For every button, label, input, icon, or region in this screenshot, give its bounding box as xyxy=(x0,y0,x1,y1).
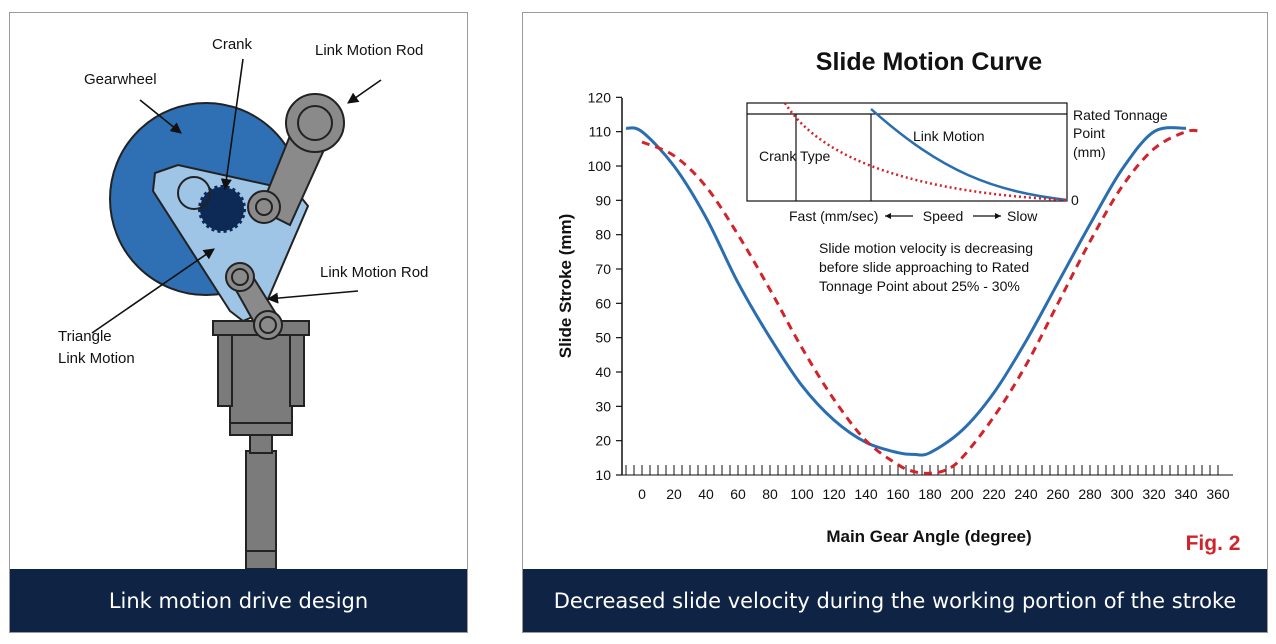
y-tick-label: 120 xyxy=(588,89,612,105)
x-tick-label: 260 xyxy=(1046,486,1070,502)
slide-motion-chart: Slide Motion Curve 10 20 30 40 50 60 70 80 90 100… xyxy=(556,48,1241,555)
left-caption: Link motion drive design xyxy=(10,569,467,632)
x-tick-label: 340 xyxy=(1174,486,1198,502)
y-tick-label: 20 xyxy=(595,433,611,449)
crank-label: Crank xyxy=(212,36,253,53)
y-tick-label: 90 xyxy=(595,192,611,208)
inset-box xyxy=(746,102,1068,202)
triangle-arrow xyxy=(91,248,215,334)
figure-label: Fig. 2 xyxy=(1186,532,1241,555)
x-tick-label: 40 xyxy=(698,486,714,502)
x-axis-title: Main Gear Angle (degree) xyxy=(826,527,1031,546)
x-tick-label: 320 xyxy=(1142,486,1166,502)
gearwheel-arrow xyxy=(139,99,182,134)
note-line-1: Slide motion velocity is decreasing xyxy=(819,240,1033,256)
note-line-2: before slide approaching to Rated xyxy=(819,259,1029,275)
y-tick-label: 40 xyxy=(595,364,611,380)
triangle-label-1: Triangle xyxy=(58,328,112,345)
x-tick-label: 100 xyxy=(790,486,814,502)
inset-slow-label: Slow xyxy=(1007,208,1038,224)
inset-link-motion-curve xyxy=(870,108,1068,202)
inset-rated-label-2: Point xyxy=(1073,125,1105,141)
x-tick-label: 80 xyxy=(762,486,778,502)
crank xyxy=(198,185,246,233)
link-motion-curve xyxy=(625,126,1187,457)
speed-inset: Link Motion Crank Type Rated Tonnage Poi… xyxy=(746,102,1168,224)
x-tick-label: 20 xyxy=(666,486,682,502)
y-tick-label: 50 xyxy=(595,330,611,346)
y-tick-label: 70 xyxy=(595,261,611,277)
link-rod-mid-label: Link Motion Rod xyxy=(320,264,428,281)
slide-ram xyxy=(212,320,310,570)
y-tick-label: 80 xyxy=(595,227,611,243)
x-tick-label: 60 xyxy=(730,486,746,502)
upper-rod-arrow xyxy=(347,79,382,104)
chart-title: Slide Motion Curve xyxy=(816,48,1043,76)
x-tick-label: 0 xyxy=(638,486,646,502)
x-tick-label: 180 xyxy=(918,486,942,502)
x-tick-label: 360 xyxy=(1206,486,1230,502)
link-motion-panel: Crank Link Motion Rod Gearwheel Link Mot… xyxy=(9,12,468,633)
gearwheel-label: Gearwheel xyxy=(84,71,157,88)
inset-rated-label-1: Rated Tonnage xyxy=(1073,107,1168,123)
x-tick-label: 120 xyxy=(822,486,846,502)
y-tick-label: 30 xyxy=(595,398,611,414)
crank-arrow xyxy=(220,58,244,191)
upper-link-rod xyxy=(247,93,345,227)
inset-rated-label-3: (mm) xyxy=(1073,144,1106,160)
inset-fast-label: Fast (mm/sec) xyxy=(789,208,878,224)
link-rod-top-label: Link Motion Rod xyxy=(315,42,423,59)
x-tick-label: 160 xyxy=(886,486,910,502)
y-tick-label: 60 xyxy=(595,295,611,311)
x-tick-label: 220 xyxy=(982,486,1006,502)
x-tick-label: 140 xyxy=(854,486,878,502)
leader-arrows xyxy=(91,58,382,334)
right-caption: Decreased slide velocity during the work… xyxy=(523,569,1267,632)
note-line-3: Tonnage Point about 25% - 30% xyxy=(819,278,1020,294)
inset-speed-label: Speed xyxy=(923,208,963,224)
y-tick-group: 10 20 30 40 50 60 70 80 90 100 110 120 xyxy=(588,89,622,483)
x-tick-group: 0 20 40 60 80 100 120 140 160 180 200 220 240 260 280 3… xyxy=(625,465,1230,502)
inset-link-motion-label: Link Motion xyxy=(913,128,985,144)
x-tick-label: 300 xyxy=(1110,486,1134,502)
lower-rod-arrow xyxy=(266,290,359,304)
y-axis-title: Slide Stroke (mm) xyxy=(556,214,575,359)
x-tick-label: 280 xyxy=(1078,486,1102,502)
lower-link-rod xyxy=(225,262,283,340)
inset-zero-label: 0 xyxy=(1071,192,1079,208)
x-tick-label: 240 xyxy=(1014,486,1038,502)
y-tick-label: 100 xyxy=(588,158,612,174)
x-tick-label: 200 xyxy=(950,486,974,502)
y-tick-label: 110 xyxy=(589,124,612,140)
link-motion-diagram: Crank Link Motion Rod Gearwheel Link Mot… xyxy=(58,36,428,570)
crank-pin xyxy=(177,176,211,210)
y-tick-label: 10 xyxy=(595,467,611,483)
slide-motion-panel: Slide Motion Curve 10 20 30 40 50 60 70 80 90 100… xyxy=(522,12,1268,633)
crank-type-curve xyxy=(641,128,1203,475)
triangle-label-2: Link Motion xyxy=(58,350,135,367)
inset-crank-type-label: Crank Type xyxy=(759,148,831,164)
